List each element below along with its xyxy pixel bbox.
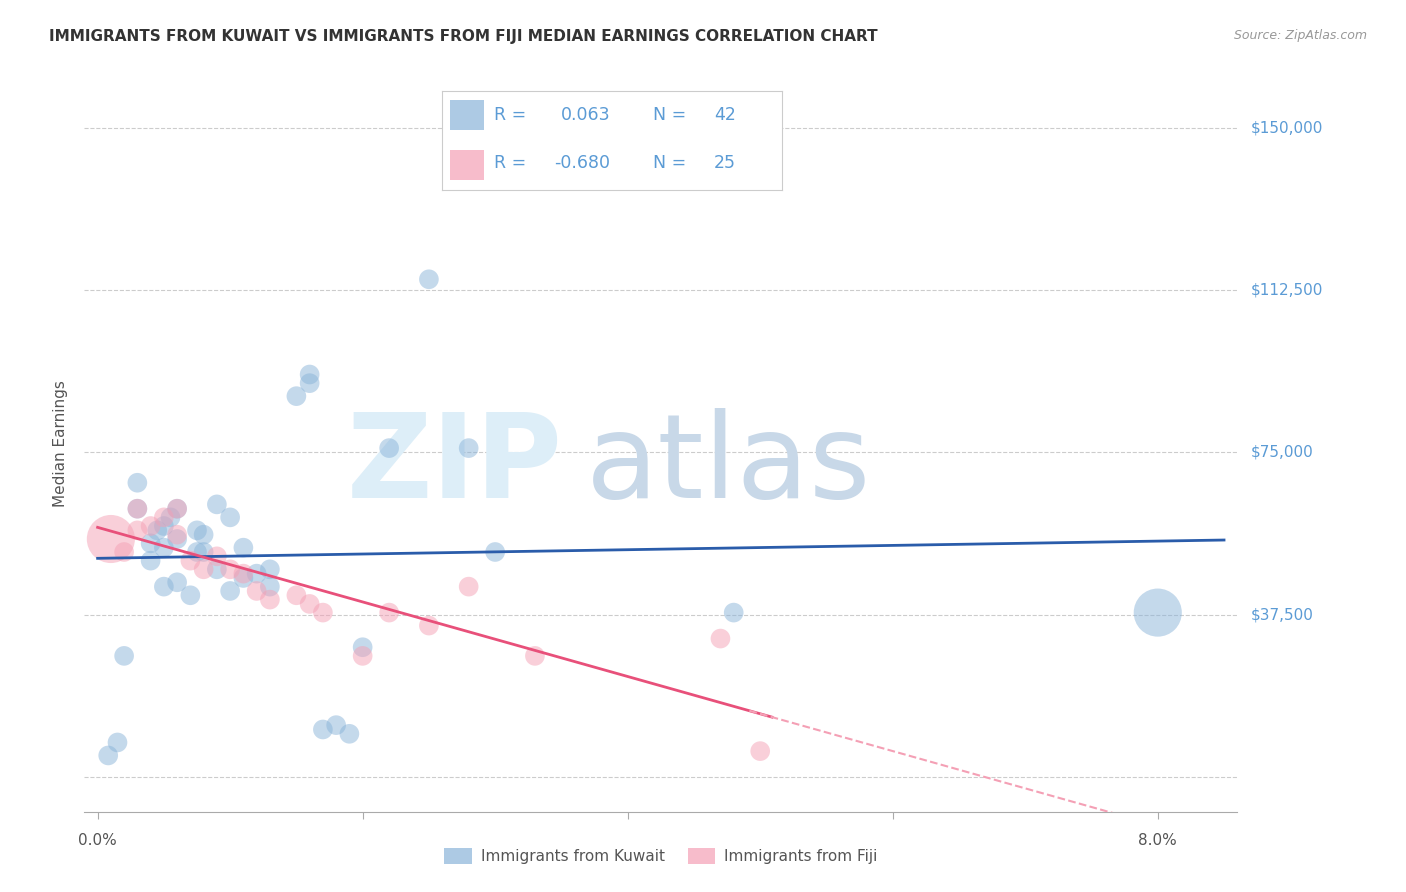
Point: [139, 519, 162, 533]
Text: $37,500: $37,500: [1251, 607, 1315, 623]
Point: [112, 648, 135, 663]
Point: [723, 606, 745, 620]
Point: [166, 527, 188, 541]
Point: [457, 441, 479, 455]
Text: 8.0%: 8.0%: [1139, 833, 1177, 848]
Point: [153, 519, 176, 533]
Point: [166, 532, 188, 546]
Point: [259, 592, 281, 607]
Point: [232, 566, 254, 581]
Point: [219, 562, 242, 576]
Point: [749, 744, 772, 758]
Point: [97, 748, 120, 763]
Point: [285, 588, 308, 602]
Point: [179, 554, 201, 568]
Point: [139, 536, 162, 550]
Point: [186, 524, 208, 538]
Point: [193, 562, 215, 576]
Point: [232, 541, 254, 555]
Point: [153, 541, 176, 555]
Point: [186, 545, 208, 559]
Point: [312, 723, 335, 737]
Point: [127, 524, 149, 538]
Point: [484, 545, 506, 559]
Point: [709, 632, 731, 646]
Point: [219, 510, 242, 524]
Point: [457, 580, 479, 594]
Point: [205, 562, 228, 576]
Point: [246, 566, 269, 581]
Text: Source: ZipAtlas.com: Source: ZipAtlas.com: [1233, 29, 1367, 42]
Point: [259, 562, 281, 576]
Point: [418, 272, 440, 286]
Text: atlas: atlas: [586, 409, 872, 524]
Point: [205, 497, 228, 511]
Y-axis label: Median Earnings: Median Earnings: [53, 380, 69, 508]
Point: [246, 584, 269, 599]
Point: [153, 510, 176, 524]
Point: [127, 501, 149, 516]
Point: [219, 584, 242, 599]
Point: [112, 545, 135, 559]
Text: 0.0%: 0.0%: [79, 833, 117, 848]
Point: [166, 501, 188, 516]
Point: [523, 648, 546, 663]
Point: [1146, 606, 1168, 620]
Point: [166, 575, 188, 590]
Point: [127, 501, 149, 516]
Point: [232, 571, 254, 585]
Point: [298, 368, 321, 382]
Text: $75,000: $75,000: [1251, 445, 1315, 460]
Text: $112,500: $112,500: [1251, 283, 1323, 298]
Point: [418, 618, 440, 632]
Point: [179, 588, 201, 602]
Point: [352, 648, 374, 663]
Point: [339, 727, 361, 741]
Text: $150,000: $150,000: [1251, 120, 1323, 136]
Point: [107, 735, 129, 749]
Point: [378, 441, 401, 455]
Point: [193, 545, 215, 559]
Legend: Immigrants from Kuwait, Immigrants from Fiji: Immigrants from Kuwait, Immigrants from …: [437, 842, 884, 871]
Point: [193, 527, 215, 541]
Point: [285, 389, 308, 403]
Point: [139, 554, 162, 568]
Point: [127, 475, 149, 490]
Text: ZIP: ZIP: [347, 409, 562, 524]
Point: [146, 524, 169, 538]
Point: [166, 501, 188, 516]
Point: [298, 376, 321, 391]
Point: [153, 580, 176, 594]
Text: IMMIGRANTS FROM KUWAIT VS IMMIGRANTS FROM FIJI MEDIAN EARNINGS CORRELATION CHART: IMMIGRANTS FROM KUWAIT VS IMMIGRANTS FRO…: [49, 29, 877, 44]
Point: [100, 532, 122, 546]
Point: [298, 597, 321, 611]
Point: [378, 606, 401, 620]
Point: [352, 640, 374, 655]
Point: [259, 580, 281, 594]
Point: [312, 606, 335, 620]
Point: [325, 718, 347, 732]
Point: [205, 549, 228, 564]
Point: [159, 510, 181, 524]
